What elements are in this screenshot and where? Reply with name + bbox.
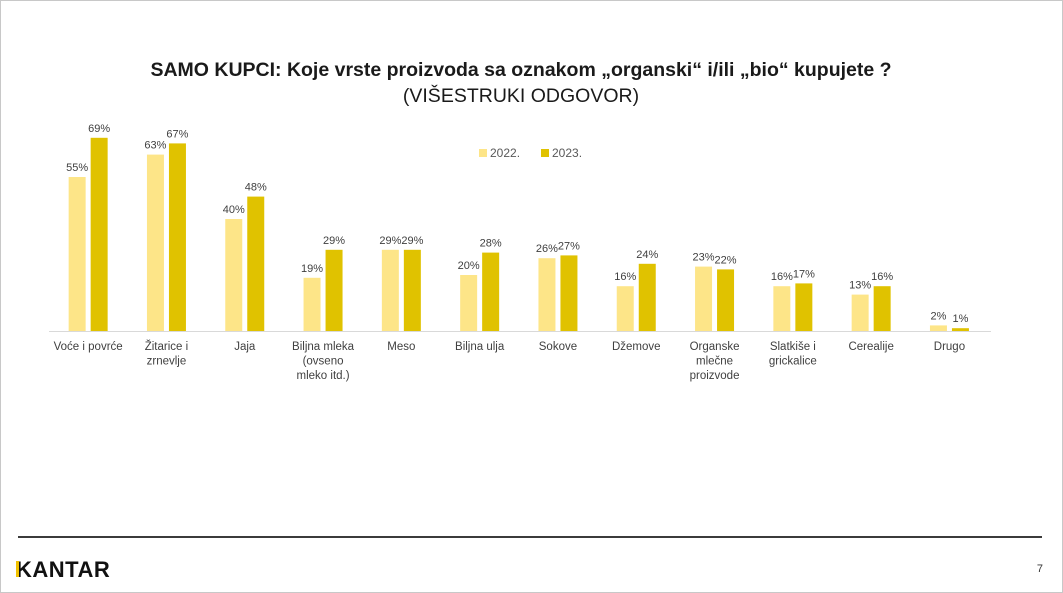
legend-label-2023: 2023. (552, 146, 582, 160)
bar-2023 (717, 269, 735, 331)
category-label: mlečne (696, 356, 733, 368)
chart-subtitle: (VIŠESTRUKI ODGOVOR) (402, 85, 640, 107)
bar-2023 (325, 249, 343, 331)
bar-2022 (381, 249, 399, 331)
category-label: Slatkiše i (770, 341, 816, 353)
category-label: grickalice (769, 356, 817, 368)
data-label-2022: 2% (930, 310, 946, 322)
category-label: mleko itd.) (297, 370, 350, 382)
category-label: Jaja (234, 341, 256, 353)
data-label-2022: 55% (66, 162, 88, 174)
data-label-2023: 48% (245, 182, 267, 194)
title-block: SAMO KUPCI: Koje vrste proizvoda sa ozna… (1, 57, 1041, 109)
bar-2023 (873, 286, 891, 331)
category-label: zrnevlje (147, 356, 187, 368)
bar-2022 (616, 286, 634, 331)
legend-swatch-2023 (541, 149, 549, 157)
data-label-2023: 67% (166, 128, 188, 140)
bar-2023 (560, 255, 578, 331)
bar-2023 (951, 328, 969, 331)
data-label-2022: 26% (536, 243, 558, 255)
legend-swatch-2022 (479, 149, 487, 157)
category-label: Žitarice i (145, 340, 188, 353)
bar-chart: 55% 69% Voće i povrće 63%67% Žitarice i zrnev… (49, 123, 991, 382)
bar-2022 (929, 325, 947, 331)
category-label: proizvode (690, 370, 740, 382)
data-label-2022: 40% (223, 204, 245, 216)
data-label-2022: 16% (614, 271, 636, 283)
bar-2022 (773, 286, 791, 331)
category-label: Organske (690, 341, 740, 353)
data-label-2023: 1% (952, 313, 968, 325)
bar-2022 (695, 266, 713, 331)
data-label-2022: 29% (379, 235, 401, 247)
bar-2022 (538, 258, 556, 331)
category-label: Meso (387, 341, 415, 353)
category-label: Voće i povrće (54, 341, 123, 353)
data-label-2022: 19% (301, 263, 323, 275)
data-label-2023: 24% (636, 249, 658, 261)
bar-2023 (482, 252, 500, 331)
data-label-2023: 17% (793, 268, 815, 280)
logo-text: KANTAR (16, 557, 111, 582)
bar-2023 (90, 137, 108, 331)
bar-2023 (795, 283, 813, 331)
bar-2023 (247, 196, 265, 331)
bar-2023 (168, 143, 186, 331)
bar-2023 (638, 263, 656, 331)
data-label-2023: 29% (323, 235, 345, 247)
bar-2022 (225, 219, 243, 331)
page-number: 7 (1036, 563, 1043, 575)
data-label-2023: 29% (401, 235, 423, 247)
bar-2022 (460, 275, 478, 331)
data-label-2022: 16% (771, 271, 793, 283)
category-label: Biljna mleka (292, 341, 355, 353)
footer-divider (18, 536, 1042, 538)
category-label: Sokove (539, 341, 577, 353)
data-label-2023: 28% (480, 238, 502, 250)
bar-2022 (851, 294, 869, 331)
legend-label-2022: 2022. (490, 146, 520, 160)
logo-accent-mark (16, 561, 19, 577)
chart-title: SAMO KUPCI: Koje vrste proizvoda sa ozna… (150, 59, 892, 81)
data-label-2023: 16% (871, 271, 893, 283)
bar-2023 (403, 249, 421, 331)
data-label-2022: 20% (458, 260, 480, 272)
data-label-2022: 13% (849, 280, 871, 292)
data-label-2022: 63% (144, 140, 166, 152)
data-label-2022: 23% (693, 252, 715, 264)
category-label: Cerealije (848, 341, 893, 353)
category-label: (ovseno (303, 356, 344, 368)
category-label: Biljna ulja (455, 341, 505, 353)
data-label-2023: 69% (88, 123, 110, 135)
category-label: Džemove (612, 341, 661, 353)
data-label-2023: 27% (558, 240, 580, 252)
bar-2022 (146, 154, 164, 331)
bar-2022 (303, 277, 321, 331)
data-label-2023: 22% (715, 254, 737, 266)
category-label: Drugo (934, 341, 965, 353)
bar-2022 (68, 177, 86, 331)
